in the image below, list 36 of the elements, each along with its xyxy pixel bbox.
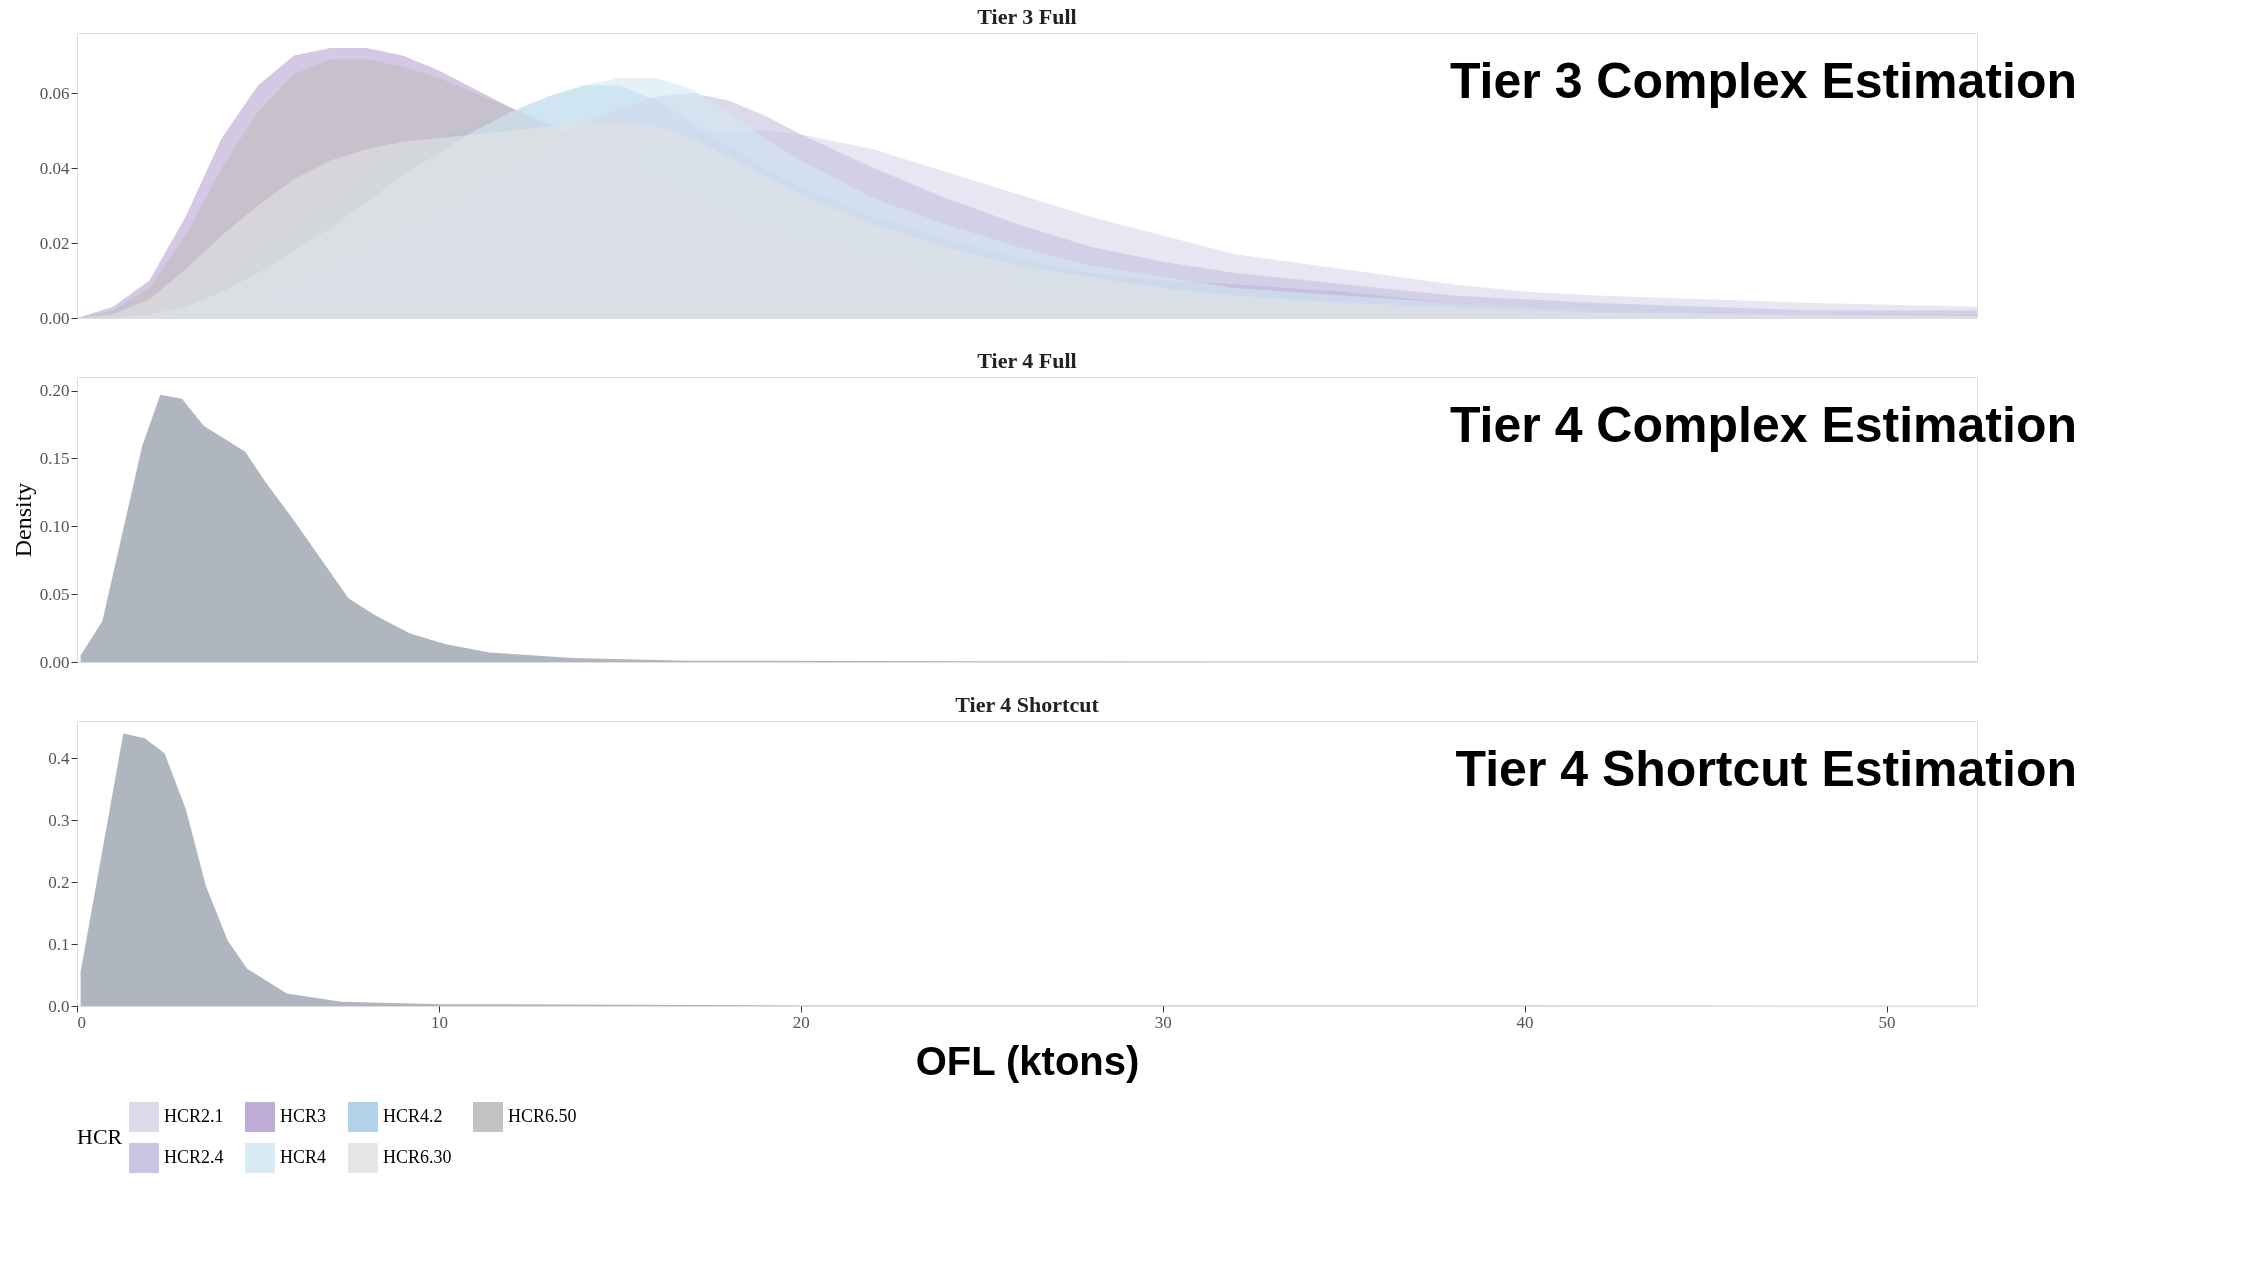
chart-title: Tier 4 Shortcut [955,692,1100,717]
x-tick-label: 40 [1516,1012,1534,1032]
annotation: Tier 4 Shortcut Estimation [1455,741,2077,797]
y-tick-label: 0.05 [39,584,70,604]
y-tick-label: 0.00 [39,652,70,672]
annotation: Tier 3 Complex Estimation [1449,53,2077,109]
y-tick-label: 0.2 [48,872,70,892]
legend-label: HCR6.30 [383,1147,452,1167]
x-tick-label: 0 [77,1012,86,1032]
y-tick-label: 0.10 [39,516,70,536]
annotation: Tier 4 Complex Estimation [1449,397,2077,453]
legend-label: HCR6.50 [508,1106,577,1126]
y-tick-label: 0.3 [48,810,70,830]
y-tick-label: 0.04 [39,158,70,178]
y-tick-label: 0.0 [48,996,70,1016]
y-tick-label: 0.20 [39,381,70,401]
legend-label: HCR4 [280,1147,327,1167]
y-tick-label: 0.1 [48,934,70,954]
legend-label: HCR4.2 [383,1106,443,1126]
y-tick-label: 0.02 [39,233,70,253]
chart-title: Tier 4 Full [977,348,1077,373]
y-axis-title: Density [9,482,36,558]
legend-label: HCR2.1 [164,1106,224,1126]
legend-label: HCR3 [280,1106,327,1126]
chart-title: Tier 3 Full [977,4,1077,29]
x-axis-title: OFL (ktons) [915,1038,1140,1083]
x-tick-label: 50 [1878,1012,1896,1032]
y-tick-label: 0.4 [48,748,70,768]
y-tick-label: 0.15 [39,448,70,468]
legend-label: HCR2.4 [164,1147,224,1167]
legend-title: HCR [77,1124,123,1149]
y-tick-label: 0.00 [39,308,70,328]
x-tick-label: 30 [1154,1012,1172,1032]
y-tick-label: 0.06 [39,83,70,103]
x-tick-label: 20 [792,1012,810,1032]
x-tick-label: 10 [430,1012,448,1032]
